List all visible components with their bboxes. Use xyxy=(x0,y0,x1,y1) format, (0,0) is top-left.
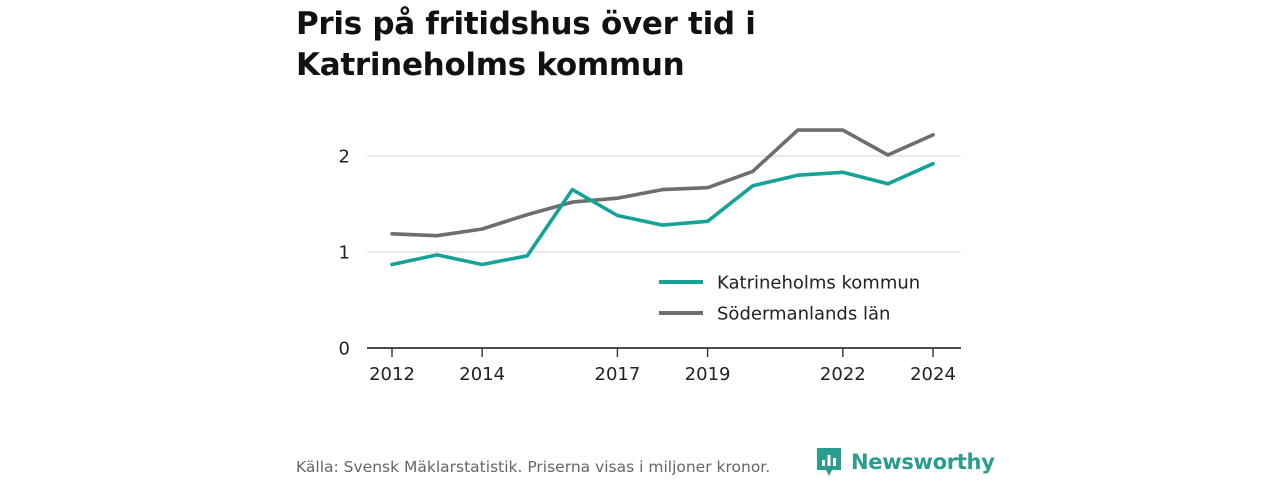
brand-name: Newsworthy xyxy=(851,450,995,474)
y-tick-label: 0 xyxy=(339,339,350,360)
legend-label: Södermanlands län xyxy=(717,304,890,325)
legend: Katrineholms kommun Södermanlands län xyxy=(650,262,950,334)
series-lines xyxy=(390,128,935,267)
source-note: Källa: Svensk Mäklarstatistik. Priserna … xyxy=(296,458,771,476)
x-tick-label: 2017 xyxy=(595,364,641,385)
x-tick-label: 2014 xyxy=(459,364,505,385)
x-tick-label: 2022 xyxy=(820,364,866,385)
chart-title: Pris på fritidshus över tid i Katrinehol… xyxy=(296,6,756,83)
grid-lines xyxy=(367,155,961,253)
newsworthy-logo-icon xyxy=(817,448,841,476)
y-tick-label: 2 xyxy=(339,147,350,168)
line-chart: 0 1 2 2012 2014 2017 2019 2022 2024 Katrineholms… xyxy=(339,128,961,385)
series-line-sodermanland xyxy=(390,128,935,238)
legend-background xyxy=(650,262,950,334)
brand-logo[interactable]: Newsworthy xyxy=(815,445,995,479)
x-tick-label: 2024 xyxy=(910,364,956,385)
axes: 0 1 2 2012 2014 2017 2019 2022 2024 xyxy=(339,147,961,385)
y-tick-label: 1 xyxy=(339,243,350,264)
x-tick-label: 2019 xyxy=(685,364,731,385)
legend-label: Katrineholms kommun xyxy=(717,273,920,294)
x-tick-label: 2012 xyxy=(369,364,415,385)
series-line-katrineholm xyxy=(390,161,935,267)
